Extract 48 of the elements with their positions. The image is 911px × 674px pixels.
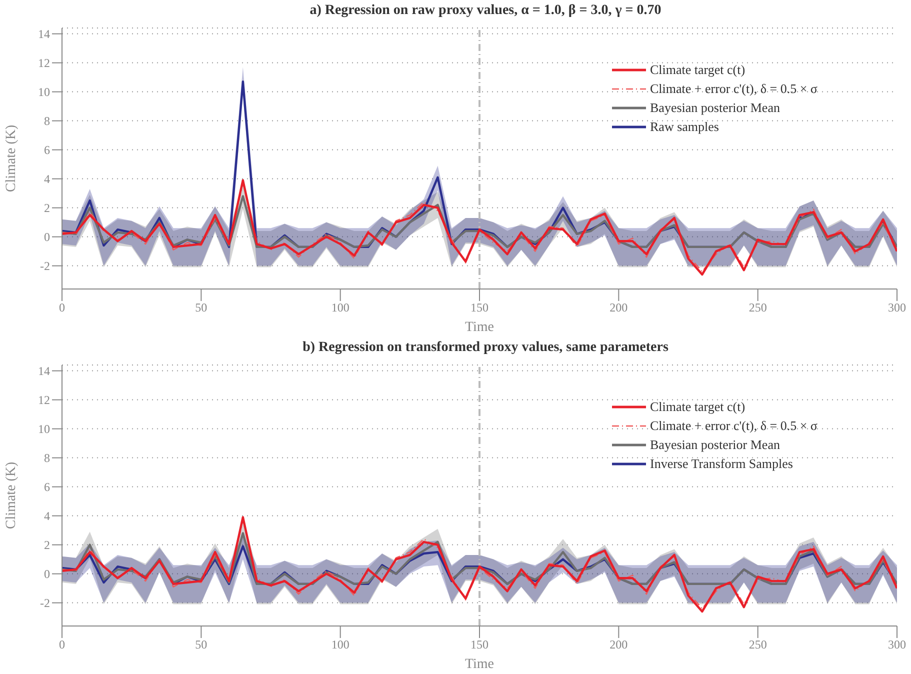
legend-label: Climate + error c'(t), δ = 0.5 × σ bbox=[650, 80, 818, 96]
y-tick-label: 10 bbox=[38, 422, 50, 436]
legend-label: Bayesian posterior Mean bbox=[650, 100, 780, 116]
y-tick-label: 12 bbox=[38, 56, 50, 70]
x-tick-label: 250 bbox=[748, 300, 767, 315]
y-tick-label: 4 bbox=[44, 509, 50, 524]
y-tick-label: 12 bbox=[38, 393, 50, 408]
y-axis-title: Climate (K) bbox=[4, 124, 19, 192]
legend-label: Climate target c(t) bbox=[650, 398, 746, 414]
chart-title: a) Regression on raw proxy values, α = 1.0, β = 3.0, γ = 0.70 bbox=[308, 2, 662, 20]
y-tick-label: 2 bbox=[44, 538, 50, 552]
y-tick-label: -2 bbox=[40, 259, 50, 274]
x-tick-label: 300 bbox=[888, 300, 906, 315]
y-tick-label: 10 bbox=[38, 85, 50, 100]
legend-label: Climate target c(t) bbox=[650, 62, 746, 78]
x-axis-title: Time bbox=[464, 657, 494, 672]
y-tick-label: 6 bbox=[44, 480, 50, 494]
y-tick-label: 2 bbox=[44, 201, 50, 216]
y-axis-title: Climate (K) bbox=[4, 462, 19, 530]
y-tick-label: 14 bbox=[38, 27, 50, 42]
y-tick-label: 6 bbox=[44, 143, 50, 158]
x-tick-label: 100 bbox=[331, 300, 350, 315]
x-tick-label: 50 bbox=[195, 638, 208, 652]
x-axis-title: Time bbox=[464, 320, 494, 335]
x-tick-label: 200 bbox=[610, 638, 628, 652]
y-tick-label: 14 bbox=[38, 364, 50, 378]
legend-label: Bayesian posterior Mean bbox=[650, 436, 780, 452]
x-tick-label: 200 bbox=[610, 300, 628, 315]
y-tick-label: 8 bbox=[44, 114, 50, 128]
x-tick-label: 150 bbox=[470, 300, 488, 315]
x-tick-label: 300 bbox=[888, 638, 906, 652]
legend-label: Inverse Transform Samples bbox=[650, 456, 793, 472]
y-tick-label: 0 bbox=[44, 567, 50, 582]
line-series bbox=[62, 532, 897, 586]
x-tick-label: 250 bbox=[748, 638, 767, 652]
y-tick-label: -2 bbox=[40, 596, 50, 610]
chart-title: b) Regression on transformed proxy values, same parameters bbox=[302, 339, 670, 357]
y-tick-label: 0 bbox=[44, 230, 50, 244]
legend-label: Climate + error c'(t), δ = 0.5 × σ bbox=[650, 418, 818, 434]
line-series bbox=[62, 195, 897, 248]
legend-label: Raw samples bbox=[650, 118, 719, 134]
x-tick-label: 0 bbox=[59, 638, 65, 652]
x-tick-label: 50 bbox=[195, 300, 208, 315]
x-tick-label: 0 bbox=[59, 300, 65, 315]
y-tick-label: 4 bbox=[44, 172, 50, 186]
y-tick-label: 8 bbox=[44, 451, 50, 466]
x-tick-label: 150 bbox=[470, 638, 488, 652]
x-tick-label: 100 bbox=[331, 638, 350, 652]
